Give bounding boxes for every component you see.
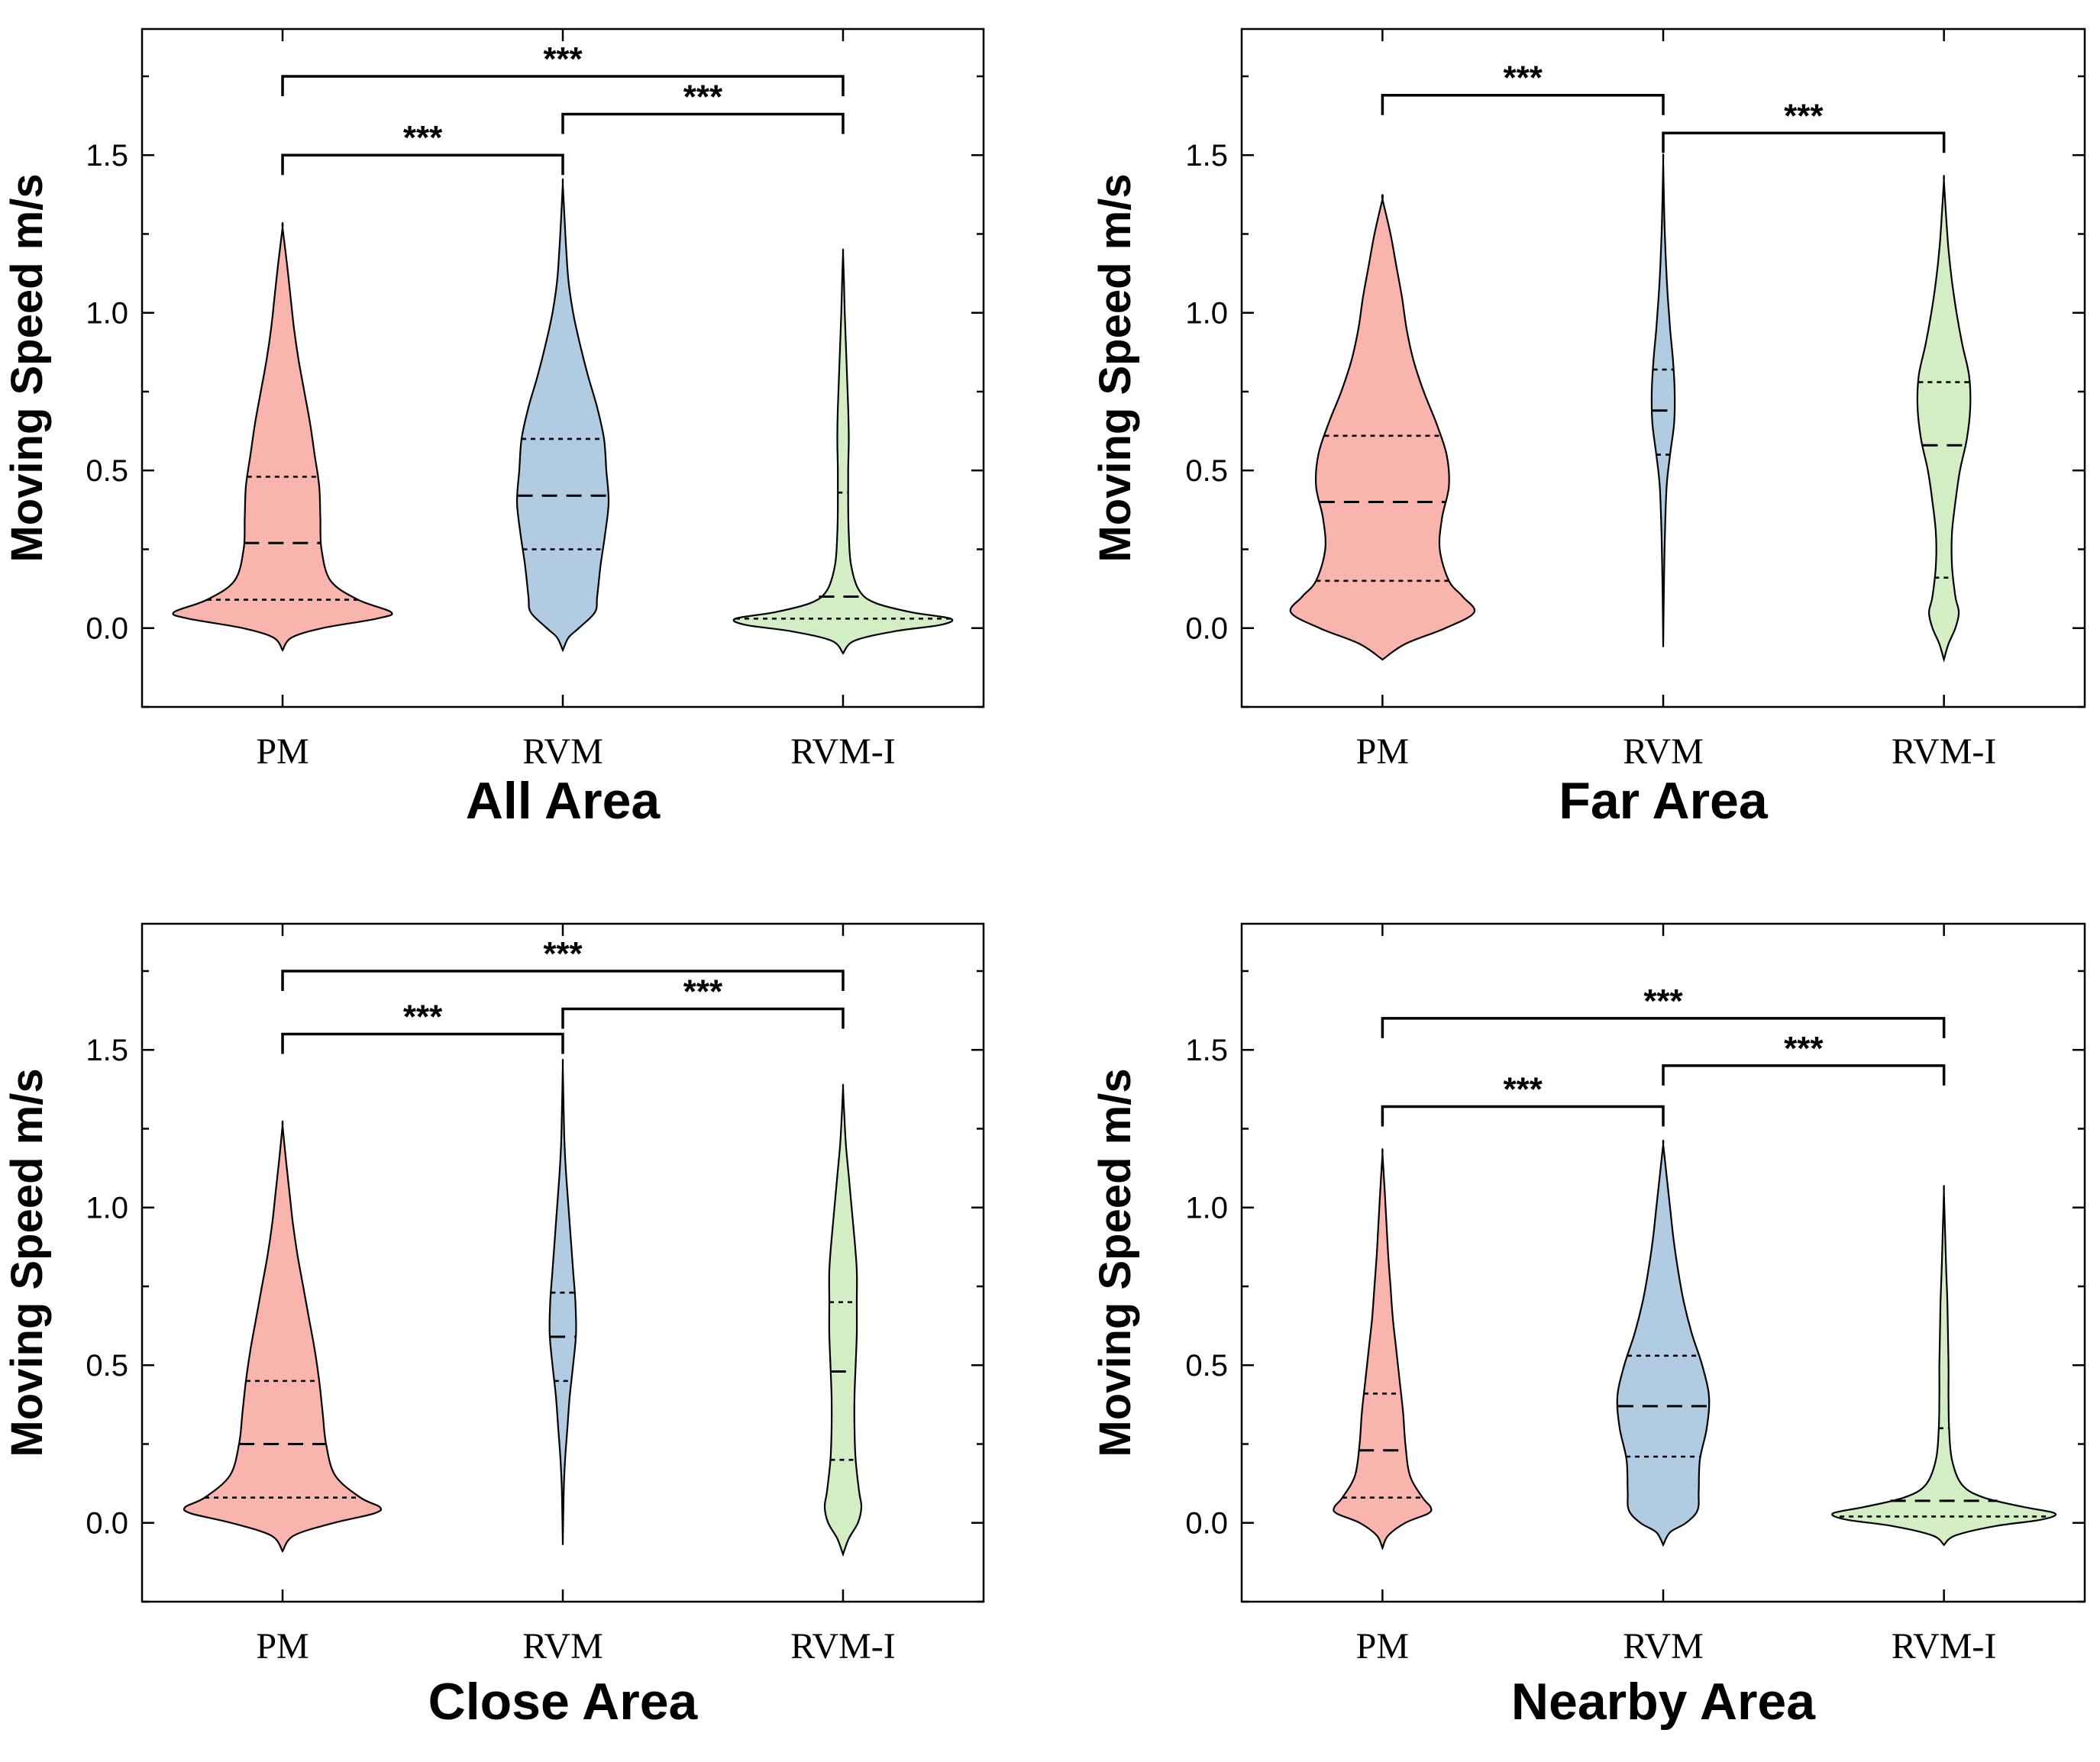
violin-body-pm	[183, 1120, 383, 1553]
violin-pm	[172, 221, 393, 652]
significance-line	[1381, 1017, 1946, 1038]
significance-label: ***	[543, 935, 583, 973]
x-tick-label-pm: PM	[1356, 731, 1409, 772]
significance-label: ***	[1784, 1030, 1824, 1067]
significance-bracket: ***	[1381, 1071, 1665, 1127]
x-tick-label-rvm-i: RVM-I	[790, 1626, 895, 1667]
panel-far-area: 0.0 0.5 1.0 1.5 Moving Speed m/s PM RVM RVM-I Fa…	[1090, 27, 2086, 830]
x-tick-label-rvm-i: RVM-I	[1892, 731, 1996, 772]
panel-all-area: 0.0 0.5 1.0 1.5 Moving Speed m/s PM RVM RVM-I Al…	[2, 27, 985, 830]
x-tick-label-rvm: RVM	[522, 731, 603, 772]
significance-label: ***	[403, 119, 443, 157]
significance-line	[561, 1007, 845, 1029]
y-tick-label: 1.0	[86, 297, 128, 331]
violin-rvm-i	[732, 248, 954, 655]
significance-line	[1662, 1064, 1946, 1086]
panel-title: Close Area	[428, 1673, 699, 1731]
significance-bracket: ***	[281, 999, 564, 1054]
significance-label: ***	[683, 79, 723, 116]
y-tick-label: 1.5	[86, 1034, 128, 1067]
significance-bracket: ***	[281, 119, 564, 176]
significance-bracket: ***	[561, 79, 845, 134]
y-axis-label: Moving Speed m/s	[2, 173, 52, 562]
x-tick-label-pm: PM	[256, 1626, 309, 1667]
significance-line	[1381, 1105, 1665, 1127]
y-axis-label: Moving Speed m/s	[1090, 173, 1140, 562]
panel-title: All Area	[466, 772, 661, 830]
violin-rvm-i	[1831, 1185, 2057, 1547]
significance-label: ***	[543, 40, 583, 78]
y-tick-label: 1.0	[1185, 1192, 1228, 1225]
significance-bracket: ***	[1381, 983, 1946, 1038]
panel-nearby-area: 0.0 0.5 1.0 1.5 Moving Speed m/s PM RVM RVM-I Ne…	[1090, 922, 2086, 1731]
violin-body-rvm-i	[823, 1083, 863, 1557]
y-tick-label: 0.0	[86, 612, 128, 646]
y-tick-label: 0.5	[86, 1349, 128, 1383]
significance-label: ***	[1503, 60, 1543, 97]
significance-bracket: ***	[1662, 97, 1946, 153]
significance-label: ***	[1784, 97, 1824, 134]
y-tick-label: 0.0	[1185, 1507, 1228, 1541]
significance-line	[281, 1032, 564, 1054]
significance-line	[561, 112, 845, 134]
significance-line	[281, 153, 564, 176]
y-tick-label: 0.0	[86, 1507, 128, 1541]
y-axis-label: Moving Speed m/s	[2, 1068, 52, 1457]
violin-rvm	[1616, 1139, 1711, 1547]
violin-body-pm	[1333, 1148, 1433, 1551]
significance-label: ***	[683, 973, 723, 1011]
panel-title: Nearby Area	[1511, 1673, 1816, 1731]
violin-rvm	[515, 178, 610, 653]
y-axis-label: Moving Speed m/s	[1090, 1068, 1140, 1457]
violin-body-rvm	[1650, 153, 1676, 647]
y-tick-label: 1.5	[86, 139, 128, 173]
significance-label: ***	[403, 999, 443, 1036]
significance-bracket: ***	[561, 973, 845, 1029]
y-tick-label: 1.5	[1185, 1034, 1228, 1067]
violin-body-rvm-i	[1831, 1185, 2057, 1547]
y-tick-label: 1.5	[1185, 139, 1228, 173]
significance-line	[281, 970, 845, 991]
violin-body-rvm-i	[1916, 174, 1972, 663]
y-tick-label: 0.0	[1185, 612, 1228, 646]
y-tick-label: 0.5	[1185, 454, 1228, 488]
significance-line	[1381, 93, 1665, 115]
violin-pm	[1333, 1148, 1433, 1551]
significance-bracket: ***	[281, 40, 845, 96]
violin-body-rvm-i	[732, 248, 954, 655]
violin-body-rvm	[548, 1059, 577, 1545]
violin-rvm-i	[823, 1083, 863, 1557]
y-tick-label: 0.5	[1185, 1349, 1228, 1383]
significance-bracket: ***	[1381, 60, 1665, 115]
violin-body-pm	[1289, 194, 1476, 661]
significance-label: ***	[1503, 1071, 1543, 1109]
x-tick-label-rvm: RVM	[1623, 1626, 1704, 1667]
significance-bracket: ***	[281, 935, 845, 991]
violin-pm	[1289, 194, 1476, 661]
x-tick-label-rvm-i: RVM-I	[1892, 1626, 1996, 1667]
violin-pm	[183, 1120, 383, 1553]
y-tick-label: 1.0	[1185, 297, 1228, 331]
violin-rvm	[1650, 153, 1676, 647]
y-tick-label: 1.0	[86, 1192, 128, 1225]
significance-line	[281, 75, 845, 96]
x-tick-label-rvm: RVM	[1623, 731, 1704, 772]
panel-close-area: 0.0 0.5 1.0 1.5 Moving Speed m/s PM RVM RVM-I Cl…	[2, 922, 985, 1731]
significance-label: ***	[1643, 983, 1683, 1020]
y-tick-label: 0.5	[86, 454, 128, 488]
panel-title: Far Area	[1559, 772, 1769, 830]
significance-line	[1662, 131, 1946, 153]
x-tick-label-rvm: RVM	[522, 1626, 603, 1667]
violin-body-rvm	[515, 178, 610, 653]
x-tick-label-rvm-i: RVM-I	[790, 731, 895, 772]
violin-body-rvm	[1616, 1139, 1711, 1547]
violin-rvm-i	[1916, 174, 1972, 663]
x-tick-label-pm: PM	[1356, 1626, 1409, 1667]
significance-bracket: ***	[1662, 1030, 1946, 1086]
violin-body-pm	[172, 221, 393, 652]
x-tick-label-pm: PM	[256, 731, 309, 772]
violin-rvm	[548, 1059, 577, 1545]
